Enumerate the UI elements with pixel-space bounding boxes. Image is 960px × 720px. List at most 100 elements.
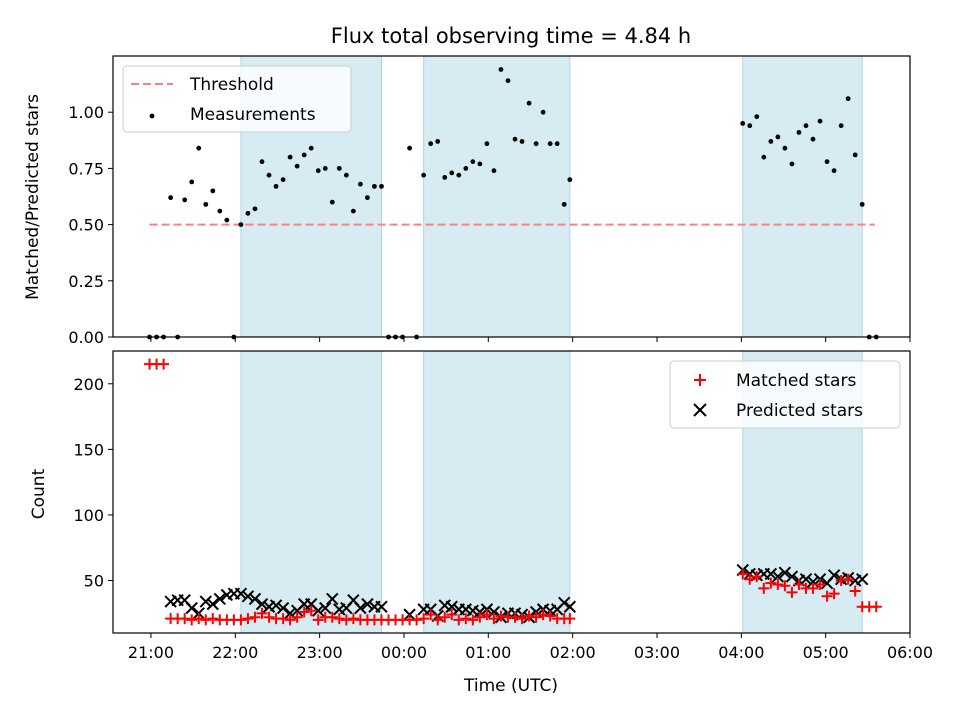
measurement-point [838, 123, 844, 129]
measurement-point [308, 145, 314, 151]
matched-star-point [263, 611, 275, 623]
matched-star-point [453, 614, 465, 626]
measurement-point [280, 177, 286, 183]
matched-star-point [835, 575, 847, 587]
predicted-star-point [856, 573, 869, 586]
predicted-star-point [319, 601, 332, 615]
matched-star-point [537, 609, 549, 621]
predicted-star-point [771, 570, 785, 583]
matched-star-point [326, 611, 338, 623]
measurement-point [217, 208, 223, 214]
measurement-point [266, 172, 272, 178]
measurement-point [803, 123, 809, 129]
matched-star-point [425, 609, 437, 621]
measurement-point [512, 136, 518, 142]
measurement-point [740, 121, 746, 126]
measurement-point [761, 154, 767, 160]
matched-star-point [828, 588, 840, 600]
measurement-point [315, 168, 321, 174]
observing-window-band [423, 350, 571, 634]
count-y-axis-label: Count [29, 468, 49, 519]
measurement-point [210, 188, 216, 194]
measurement-point [824, 159, 830, 165]
count-panel: 50 100 150 200 Count Matched stars Predicte… [29, 350, 911, 638]
measurement-point [540, 109, 546, 115]
predicted-star-point [241, 590, 255, 603]
measurement-point [273, 183, 279, 189]
measurement-point [567, 177, 573, 183]
x-tick-label: 04:00 [718, 643, 764, 662]
matched-star-point [751, 571, 763, 583]
measurement-point [245, 210, 251, 216]
measurement-point [154, 334, 159, 340]
observing-window-band [742, 55, 863, 338]
x-tick-label: 06:00 [887, 643, 933, 662]
measurement-point [561, 201, 567, 207]
matched-star-point [842, 573, 854, 585]
matched-star-point [291, 611, 303, 623]
measurement-point [859, 201, 865, 207]
predicted-star-point [806, 575, 820, 589]
y-tick-label: 0.00 [68, 328, 104, 347]
count-legend-box [669, 360, 901, 429]
measurement-point [463, 166, 469, 171]
x-tick-label: 22:00 [212, 643, 258, 662]
predicted-star-point [185, 601, 198, 615]
matched-star-point [277, 613, 289, 625]
matched-star-point [179, 613, 191, 625]
y-tick-label: 100 [73, 506, 104, 525]
measurement-point [852, 152, 858, 158]
x-tick-label: 23:00 [297, 643, 343, 662]
measurement-point [252, 206, 258, 212]
measurement-point [231, 334, 237, 340]
matched-star-point [772, 578, 784, 590]
measurement-point [147, 334, 152, 340]
matched-star-point [200, 614, 212, 626]
predicted-star-point [785, 570, 799, 583]
matched-star-point [312, 614, 324, 626]
x-tick-label: 05:00 [803, 643, 849, 662]
measurements-legend-swatch [149, 113, 155, 119]
measurement-point [294, 163, 300, 169]
measurement-point [372, 183, 377, 189]
ratio-panel-frame [112, 55, 911, 338]
matched-star-point [779, 580, 791, 592]
matched-star-point [807, 582, 819, 594]
x-axis-label: Time (UTC) [463, 676, 558, 696]
predicted-star-point [199, 595, 212, 608]
measurement-point [329, 199, 335, 205]
matched-star-point [242, 613, 254, 625]
y-tick-label: 200 [73, 375, 104, 394]
count-x-ticks [150, 633, 911, 638]
x-tick-label: 00:00 [381, 643, 427, 662]
matched-star-point [193, 613, 205, 625]
measurement-point [831, 168, 837, 174]
measurement-point [428, 141, 434, 147]
measurement-point [456, 172, 462, 178]
predicted-star-point [255, 597, 269, 611]
matched-star-point [256, 607, 268, 619]
threshold-legend-label: Threshold [189, 75, 274, 95]
measurement-point [400, 334, 405, 340]
matched-star-point [744, 573, 756, 585]
measurement-point [498, 67, 504, 72]
ratio-legend: Threshold Measurements [122, 65, 352, 133]
measurement-point [768, 139, 774, 144]
y-tick-label: 50 [84, 572, 104, 591]
predicted-legend-label: Predicted stars [736, 401, 863, 421]
y-tick-label: 0.25 [68, 272, 104, 291]
matched-star-point [418, 613, 430, 625]
matched-star-point [432, 614, 444, 626]
measurement-point [505, 78, 511, 84]
matched-star-point [460, 613, 472, 625]
measurement-point [526, 100, 532, 106]
measurement-point [322, 166, 328, 171]
matched-star-point [481, 609, 493, 621]
y-tick-label: 150 [73, 440, 104, 459]
matched-star-point [249, 611, 261, 623]
matched-star-point [737, 568, 749, 580]
ratio-panel: 0.00 0.25 0.50 0.75 1.00 Matched/Predicted s… [23, 55, 911, 347]
ratio-y-ticks: 0.00 0.25 0.50 0.75 1.00 [68, 103, 113, 347]
measurement-point [435, 139, 441, 144]
measurement-point [238, 222, 244, 228]
